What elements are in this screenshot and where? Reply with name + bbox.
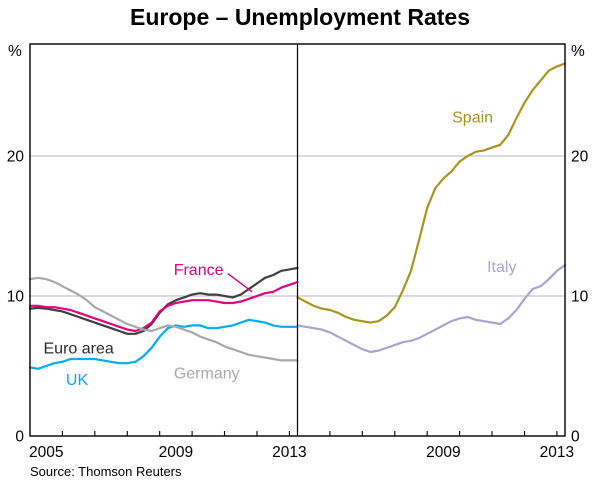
series-label-euro-area: Euro area — [44, 340, 114, 357]
series-label-france: France — [174, 262, 224, 279]
series-line-euro-area — [28, 266, 299, 335]
x-tick-label-southern-europe-2013: 2013 — [540, 444, 574, 461]
series-label-pointer-france — [227, 273, 253, 293]
page-title: Europe – Unemployment Rates — [130, 4, 470, 30]
series-label-italy: Italy — [487, 259, 516, 276]
y-tick-label-right-10: 10 — [571, 289, 589, 306]
series-line-italy — [296, 264, 567, 354]
series-line-france — [28, 280, 299, 333]
y-tick-label-left-10: 10 — [7, 289, 25, 306]
x-tick-label-western-europe-2009: 2009 — [159, 444, 193, 461]
source-note: Source: Thomson Reuters — [30, 464, 182, 479]
series-label-germany: Germany — [174, 366, 240, 383]
y-tick-label-left-0: 0 — [15, 429, 24, 446]
x-tick-label-western-europe-2005: 2005 — [29, 444, 63, 461]
y-tick-label-right-0: 0 — [571, 429, 580, 446]
x-tick-label-western-europe-2013: 2013 — [272, 444, 306, 461]
y-axis-unit-left: % — [8, 43, 22, 60]
series-line-spain — [296, 62, 567, 324]
series-line-germany — [28, 276, 299, 362]
series-line-uk — [28, 318, 299, 370]
series-label-uk: UK — [66, 372, 89, 389]
series-label-spain: Spain — [452, 109, 493, 126]
unemployment-chart: 0 0 10 10 20 20% % 2005 2009 2013 2009 2013 France Eu… — [7, 43, 589, 461]
y-tick-label-right-20: 20 — [571, 149, 589, 166]
y-tick-label-left-20: 20 — [7, 149, 25, 166]
x-tick-label-southern-europe-2009: 2009 — [426, 444, 460, 461]
y-axis-unit-right: % — [571, 43, 585, 60]
